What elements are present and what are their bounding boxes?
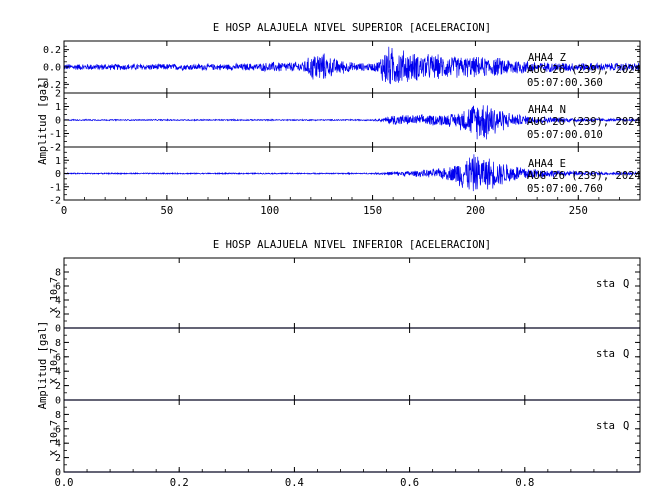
superior-ytick-label-2: 1 bbox=[55, 102, 61, 113]
inferior-ytick-label-3: 4 bbox=[55, 439, 61, 450]
superior-xtick-label: 0 bbox=[61, 205, 67, 217]
superior-station-label-1: AUG 26 (239), 2024 bbox=[527, 64, 641, 76]
superior-ytick-label-3: 2 bbox=[55, 143, 61, 154]
inferior-xtick-label: 0.2 bbox=[170, 477, 189, 489]
inferior-xtick-label: 0.6 bbox=[400, 477, 419, 489]
inferior-ytick-label-2: 0 bbox=[55, 396, 61, 407]
superior-xtick-label: 150 bbox=[363, 205, 382, 217]
inferior-ytick-label-1: 8 bbox=[55, 268, 61, 279]
superior-ytick-label-3: -2 bbox=[49, 196, 61, 207]
superior-station-label-2: AHA4 N bbox=[528, 104, 566, 116]
inferior-frame-2 bbox=[63, 327, 641, 401]
inferior-ytick-label-2: 6 bbox=[55, 352, 61, 363]
superior-station-label-3: 05:07:00.760 bbox=[527, 183, 603, 195]
inferior-station-label-2: Q bbox=[623, 348, 629, 360]
inferior-panel-3: 8 6 4 2 0 sta Q X 10-7 bbox=[49, 399, 641, 479]
superior-trace-1 bbox=[63, 46, 641, 85]
inferior-ytick-label-1: 2 bbox=[55, 310, 61, 321]
superior-xtick-label: 250 bbox=[569, 205, 588, 217]
inferior-xtick-label: 0.8 bbox=[515, 477, 534, 489]
inferior-ytick-label-3: 0 bbox=[55, 468, 61, 479]
superior-station-label-3: AHA4 E bbox=[528, 158, 566, 170]
inferior-ytick-label-1: 0 bbox=[55, 324, 61, 335]
superior-ytick-label-1: -0.2 bbox=[37, 80, 61, 91]
superior-station-label-1: AHA4 Z bbox=[528, 52, 566, 64]
superior-station-label-2: 05:07:00.010 bbox=[527, 129, 603, 141]
inferior-station-label-1: Q bbox=[623, 278, 629, 290]
inferior-yscale-label-2: X 10-7 bbox=[49, 348, 60, 384]
superior-xtick-label: 200 bbox=[466, 205, 485, 217]
inferior-station-label-3: sta bbox=[596, 420, 615, 432]
inferior-yscale-label-1: X 10-7 bbox=[49, 277, 60, 313]
superior-trace-2 bbox=[63, 105, 641, 140]
superior-station-label-2: AUG 26 (239), 2024 bbox=[527, 116, 641, 128]
superior-xtick-label: 50 bbox=[161, 205, 174, 217]
superior-ylabel: Amplitud [gal] bbox=[37, 76, 49, 165]
superior-ytick-label-1: 0.0 bbox=[43, 63, 61, 74]
superior-ytick-label-3: -1 bbox=[49, 182, 61, 193]
superior-ytick-label-3: 1 bbox=[55, 156, 61, 167]
inferior-ytick-label-1: 6 bbox=[55, 282, 61, 293]
inferior-frame-3 bbox=[63, 399, 641, 473]
inferior-yscale-label-3: X 10-7 bbox=[49, 420, 60, 456]
superior-xtick-label: 100 bbox=[260, 205, 279, 217]
superior-ytick-label-2: -2 bbox=[49, 143, 61, 154]
inferior-station-label-1: sta bbox=[596, 278, 615, 290]
inferior-panel-2: 8 6 4 2 0 sta Q X 10-7 bbox=[49, 327, 641, 407]
superior-ytick-label-3: 0 bbox=[55, 169, 61, 180]
inferior-frame-1 bbox=[63, 257, 641, 329]
superior-station-label-1: 05:07:00.360 bbox=[527, 77, 603, 89]
inferior-ytick-label-3: 8 bbox=[55, 410, 61, 421]
inferior-ytick-label-2: 4 bbox=[55, 367, 61, 378]
inferior-xtick-label: 0.0 bbox=[55, 477, 74, 489]
superior-ytick-label-2: -1 bbox=[49, 129, 61, 140]
inferior-panel-1: 8 6 4 2 0 sta Q X 10-7 bbox=[49, 257, 641, 335]
inferior-station-label-3: Q bbox=[623, 420, 629, 432]
inferior-ytick-label-3: 2 bbox=[55, 453, 61, 464]
superior-station-label-3: AUG 26 (239), 2024 bbox=[527, 170, 641, 182]
chart-title-superior: E HOSP ALAJUELA NIVEL SUPERIOR [ACELERAC… bbox=[213, 22, 491, 34]
superior-ytick-label-2: 0 bbox=[55, 116, 61, 127]
inferior-ytick-label-2: 8 bbox=[55, 338, 61, 349]
superior-ytick-label-1: 0.2 bbox=[43, 45, 61, 56]
superior-trace-3 bbox=[63, 154, 641, 192]
inferior-xtick-label: 0.4 bbox=[285, 477, 304, 489]
chart-title-inferior: E HOSP ALAJUELA NIVEL INFERIOR [ACELERAC… bbox=[213, 239, 491, 251]
inferior-ylabel: Amplitud [gal] bbox=[37, 321, 49, 410]
superior-ytick-label-2: 2 bbox=[55, 89, 61, 100]
inferior-ytick-label-2: 2 bbox=[55, 381, 61, 392]
inferior-ytick-label-1: 4 bbox=[55, 296, 61, 307]
inferior-station-label-2: sta bbox=[596, 348, 615, 360]
inferior-ytick-label-3: 6 bbox=[55, 424, 61, 435]
